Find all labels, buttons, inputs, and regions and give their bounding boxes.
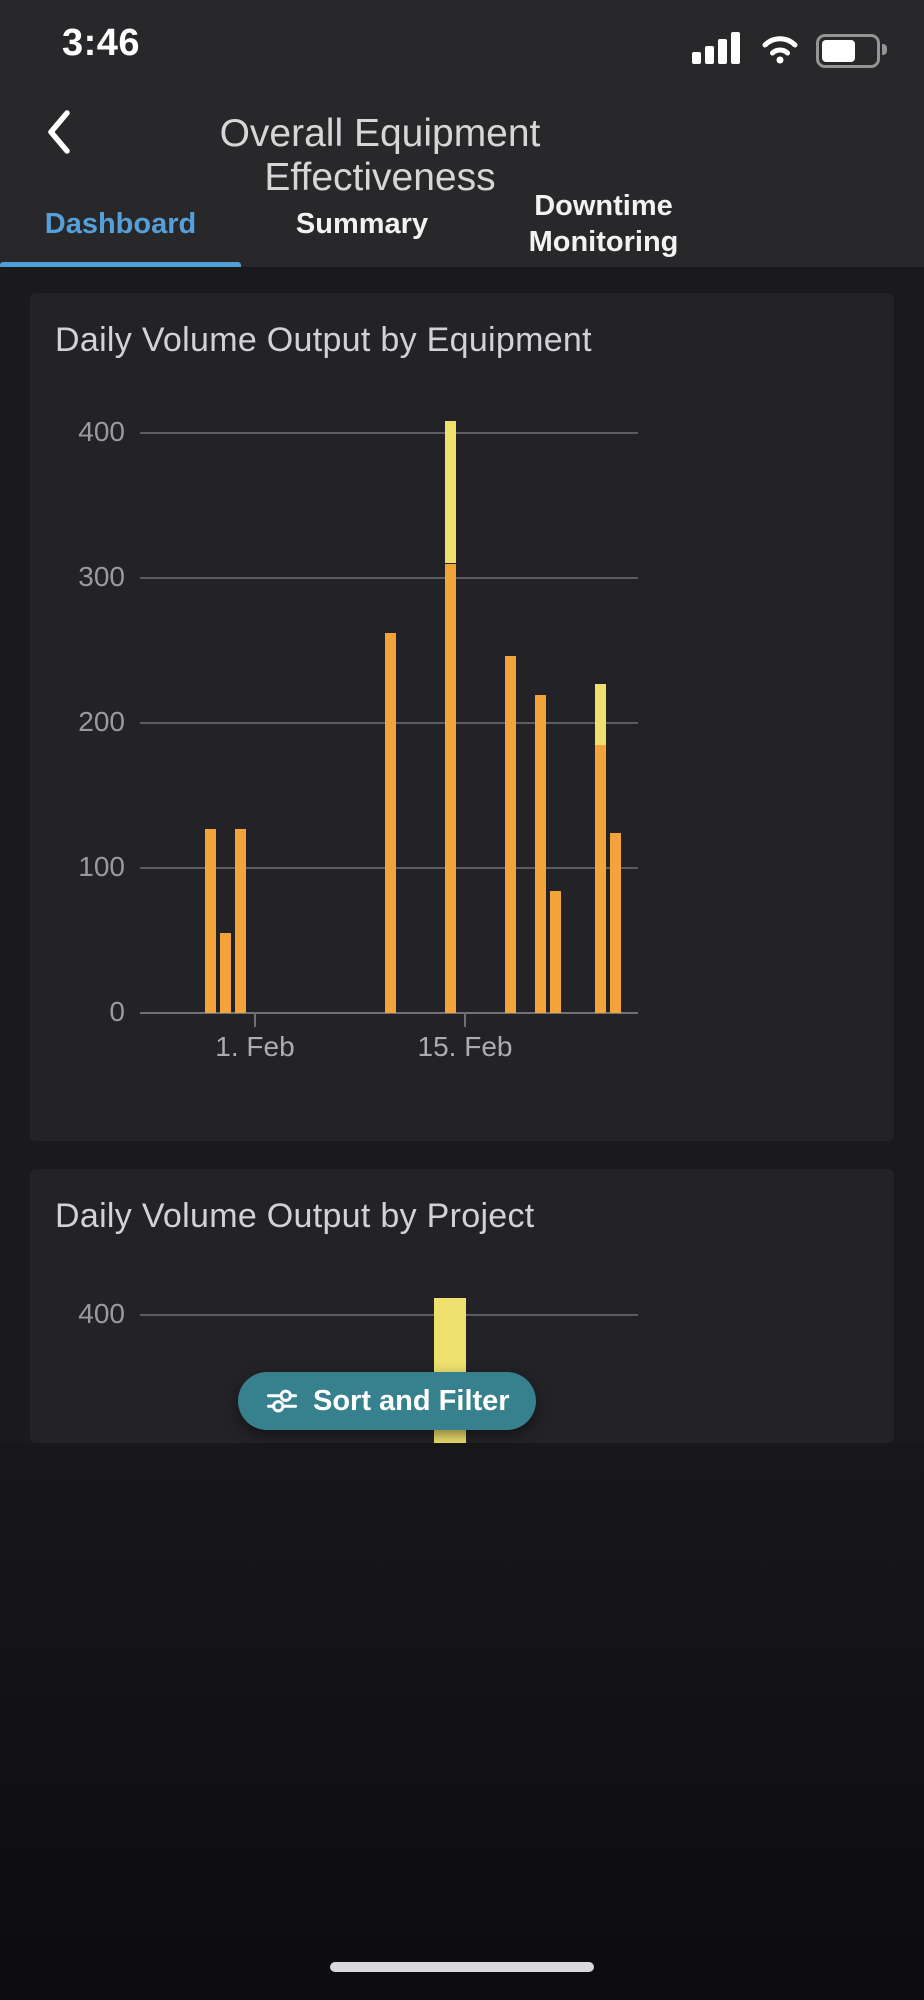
gridline-0 bbox=[140, 1012, 638, 1014]
x-axis-tick-15.-feb bbox=[464, 1014, 466, 1027]
bar-primary-feb-25 bbox=[609, 833, 621, 1013]
bar-primary-feb-18 bbox=[504, 656, 516, 1013]
bar-primary-feb-14 bbox=[444, 563, 456, 1013]
wifi-icon bbox=[758, 31, 802, 70]
bar-primary-jan-30 bbox=[219, 933, 231, 1013]
sort-and-filter-label: Sort and Filter bbox=[313, 1384, 510, 1417]
status-time: 3:46 bbox=[62, 22, 141, 64]
home-indicator[interactable] bbox=[330, 1962, 594, 1972]
bar-primary-feb-21 bbox=[549, 891, 561, 1013]
battery-cap bbox=[882, 43, 887, 55]
y-axis-label-100: 100 bbox=[78, 851, 125, 882]
y-axis-label-400: 400 bbox=[78, 1298, 125, 1329]
sort-and-filter-button[interactable]: Sort and Filter bbox=[238, 1372, 536, 1430]
chevron-left-icon bbox=[45, 109, 71, 158]
gridline-300 bbox=[140, 577, 638, 579]
back-button[interactable] bbox=[30, 104, 86, 162]
bar-primary-jan-29 bbox=[204, 828, 216, 1013]
status-icons bbox=[692, 30, 888, 71]
page-title: Overall Equipment Effectiveness bbox=[219, 112, 541, 199]
bar-primary-feb-10 bbox=[384, 633, 396, 1013]
chart-title-project: Daily Volume Output by Project bbox=[55, 1197, 535, 1235]
bar-primary-feb-24 bbox=[594, 744, 606, 1013]
tab-summary[interactable]: Summary bbox=[295, 207, 429, 240]
tab-downtime-monitoring[interactable]: Downtime Monitoring bbox=[528, 189, 679, 258]
bar-secondary-feb-14 bbox=[444, 421, 456, 564]
x-axis-label-1.-feb: 1. Feb bbox=[215, 1031, 295, 1062]
bar-primary-jan-31 bbox=[234, 828, 246, 1013]
app-header: 3:46 bbox=[0, 0, 924, 267]
y-axis-label-200: 200 bbox=[78, 706, 125, 737]
equipment-chart-card: Daily Volume Output by Equipment 0 100 200… bbox=[30, 293, 894, 1141]
x-axis-label-15.-feb: 15. Feb bbox=[417, 1031, 513, 1062]
bottom-spacer bbox=[0, 1443, 924, 2000]
bar-primary-feb-20 bbox=[534, 695, 546, 1013]
tune-icon bbox=[264, 1383, 300, 1419]
equipment-bar-chart: 0 100 200 300 400 1. Feb 15. Feb bbox=[30, 293, 894, 1141]
chart-title-equipment: Daily Volume Output by Equipment bbox=[55, 321, 592, 359]
y-axis-label-0: 0 bbox=[109, 996, 125, 1027]
cellular-signal-icon bbox=[692, 30, 744, 71]
battery-fill bbox=[822, 39, 855, 62]
y-axis-label-400: 400 bbox=[78, 416, 125, 447]
x-axis-tick-1.-feb bbox=[254, 1014, 256, 1027]
tab-bar: Dashboard Summary Downtime Monitoring bbox=[0, 186, 924, 267]
gridline-400 bbox=[140, 432, 638, 434]
gridline-400 bbox=[140, 1314, 638, 1316]
active-tab-indicator bbox=[0, 262, 241, 267]
battery-icon bbox=[816, 33, 887, 68]
tab-dashboard[interactable]: Dashboard bbox=[44, 207, 197, 240]
bar-secondary-feb-24 bbox=[594, 683, 606, 745]
y-axis-label-300: 300 bbox=[78, 561, 125, 592]
